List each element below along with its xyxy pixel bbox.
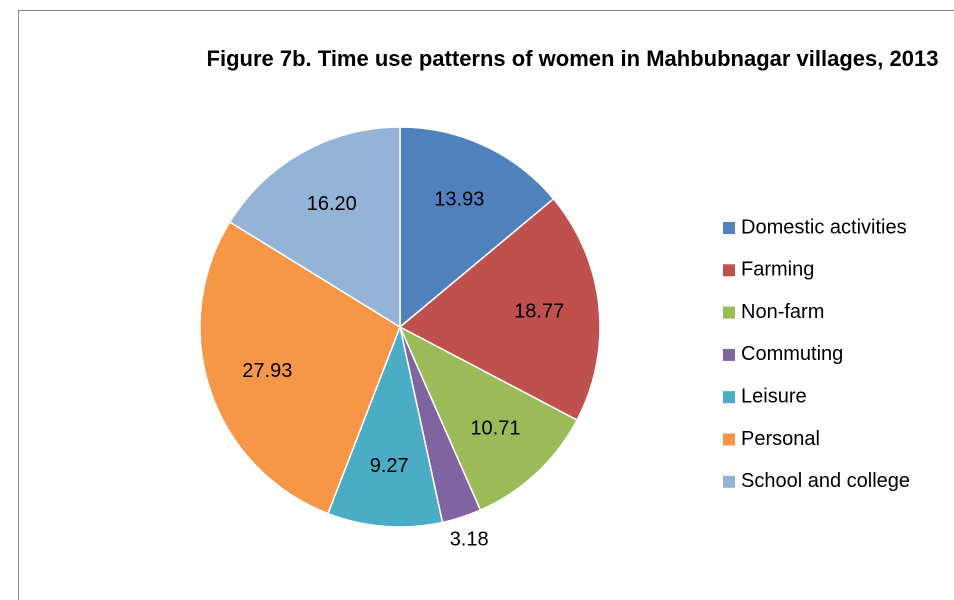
legend-swatch xyxy=(723,391,735,404)
pie-slice xyxy=(398,197,601,422)
legend-swatch xyxy=(723,348,735,361)
pie-slice xyxy=(228,126,401,329)
data-label: 9.27 xyxy=(370,455,409,477)
data-label: 18.77 xyxy=(514,301,564,323)
chart-title: Figure 7b. Time use patterns of women in… xyxy=(206,46,939,71)
legend-label: Domestic activities xyxy=(741,216,907,238)
legend-label: Leisure xyxy=(741,385,807,407)
chart-frame xyxy=(18,10,954,600)
legend-swatch xyxy=(723,306,735,319)
data-label: 16.20 xyxy=(307,193,357,215)
legend-swatch xyxy=(723,222,735,234)
legend-label: Non-farm xyxy=(741,301,824,323)
legend-label: School and college xyxy=(741,470,910,492)
legend-swatch xyxy=(723,475,735,488)
data-label: 27.93 xyxy=(242,360,292,382)
legend-swatch xyxy=(723,264,735,277)
legend-label: Personal xyxy=(741,428,820,450)
legend-swatch xyxy=(723,433,735,446)
legend-label: Farming xyxy=(741,259,814,281)
legend-label: Commuting xyxy=(741,343,843,365)
pie-slice xyxy=(398,325,579,512)
pie-slice xyxy=(326,324,444,528)
pie-slice xyxy=(199,220,401,515)
data-label: 3.18 xyxy=(450,528,489,550)
data-label: 10.71 xyxy=(470,418,520,440)
data-label: 13.93 xyxy=(434,188,484,210)
pie-slice xyxy=(399,126,555,329)
